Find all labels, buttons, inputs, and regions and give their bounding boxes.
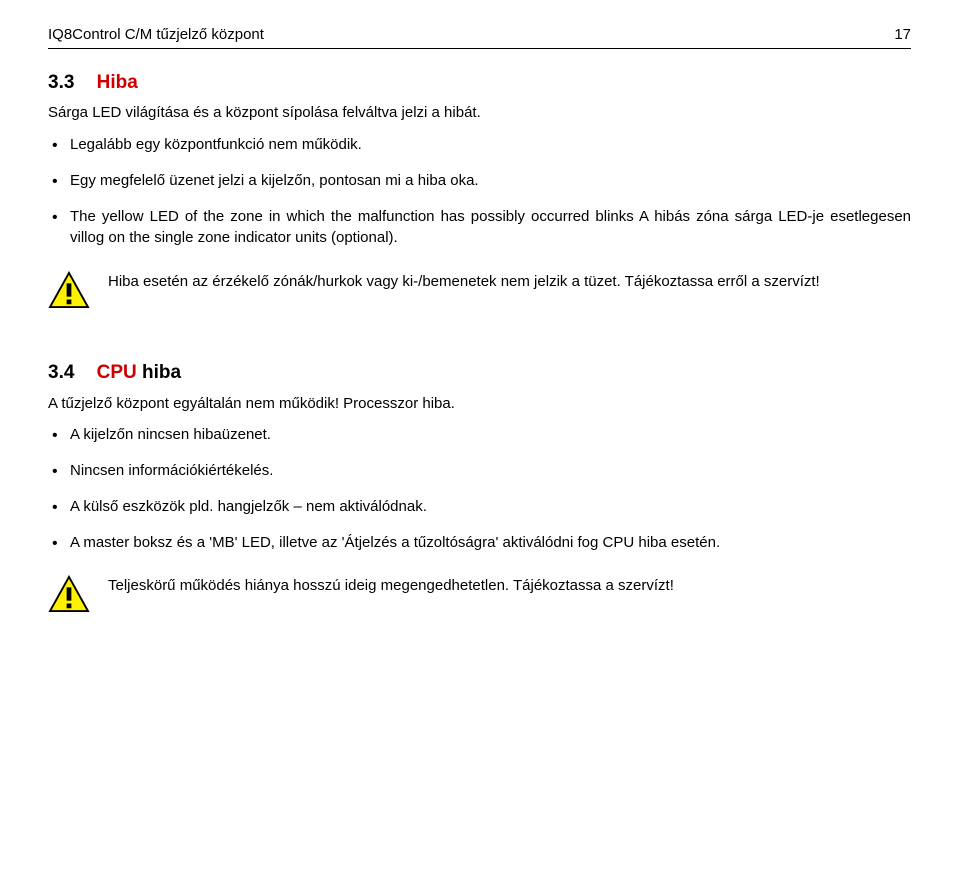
warning-text: Hiba esetén az érzékelő zónák/hurkok vag… bbox=[108, 271, 820, 292]
title-black-part: hiba bbox=[142, 362, 181, 383]
title-red-part: CPU bbox=[97, 362, 137, 383]
section-3-4-heading: 3.4 CPU hiba bbox=[48, 359, 911, 387]
bullet-item: A külső eszközök pld. hangjelzők – nem a… bbox=[48, 496, 911, 518]
doc-title: IQ8Control C/M tűzjelző központ bbox=[48, 24, 264, 46]
section-number: 3.3 bbox=[48, 72, 74, 93]
page-header: IQ8Control C/M tűzjelző központ 17 bbox=[48, 24, 911, 49]
section-number: 3.4 bbox=[48, 362, 74, 383]
warning-text: Teljeskörű működés hiánya hosszú ideig m… bbox=[108, 575, 674, 596]
bullet-item: Legalább egy központfunkció nem működik. bbox=[48, 134, 911, 156]
warning-block: Hiba esetén az érzékelő zónák/hurkok vag… bbox=[48, 271, 911, 309]
section-3-4-subtitle: A tűzjelző központ egyáltalán nem működi… bbox=[48, 393, 911, 415]
warning-block: Teljeskörű működés hiánya hosszú ideig m… bbox=[48, 575, 911, 613]
section-3-4-bullets: A kijelzőn nincsen hibaüzenet. Nincsen i… bbox=[48, 424, 911, 553]
bullet-item: Egy megfelelő üzenet jelzi a kijelzőn, p… bbox=[48, 170, 911, 192]
warning-triangle-icon bbox=[48, 575, 90, 613]
section-3-3-heading: 3.3 Hiba bbox=[48, 69, 911, 97]
page-number: 17 bbox=[894, 24, 911, 46]
section-title: CPU hiba bbox=[97, 362, 181, 383]
bullet-item: A kijelzőn nincsen hibaüzenet. bbox=[48, 424, 911, 446]
section-title: Hiba bbox=[97, 72, 138, 93]
bullet-item: Nincsen információkiértékelés. bbox=[48, 460, 911, 482]
section-3-3-bullets: Legalább egy központfunkció nem működik.… bbox=[48, 134, 911, 249]
warning-triangle-icon bbox=[48, 271, 90, 309]
section-3-3-subtitle: Sárga LED világítása és a központ sípolá… bbox=[48, 102, 911, 124]
bullet-item: The yellow LED of the zone in which the … bbox=[48, 206, 911, 250]
bullet-item: A master boksz és a 'MB' LED, illetve az… bbox=[48, 532, 911, 554]
